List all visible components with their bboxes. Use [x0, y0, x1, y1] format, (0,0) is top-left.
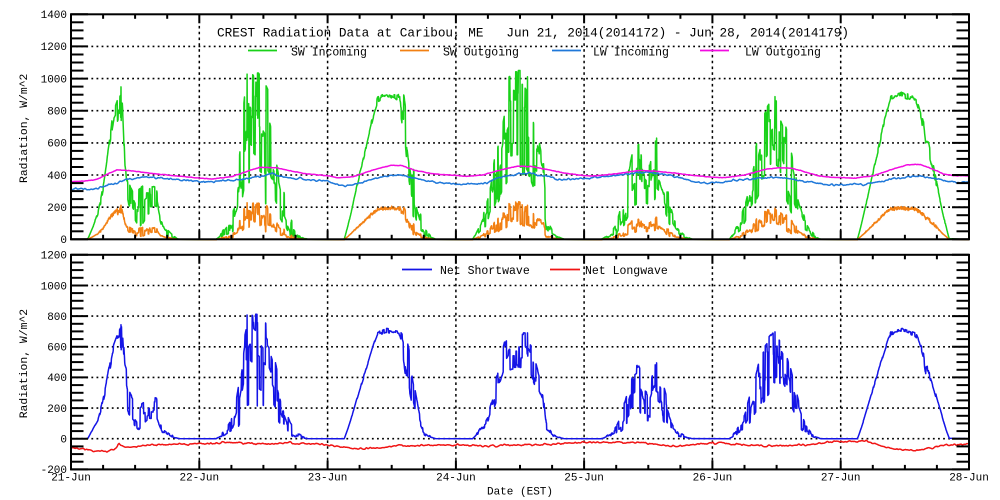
svg-text:Date (EST): Date (EST) — [487, 487, 553, 499]
svg-text:SW Incoming: SW Incoming — [291, 46, 367, 59]
svg-text:600: 600 — [47, 139, 67, 151]
svg-text:Net Longwave: Net Longwave — [585, 265, 668, 278]
svg-text:27-Jun: 27-Jun — [821, 472, 861, 484]
svg-text:800: 800 — [47, 312, 67, 324]
svg-text:24-Jun: 24-Jun — [436, 472, 476, 484]
svg-text:400: 400 — [47, 373, 67, 385]
svg-text:SW Outgoing: SW Outgoing — [443, 46, 519, 59]
svg-text:LW Outgoing: LW Outgoing — [745, 46, 821, 59]
svg-text:25-Jun: 25-Jun — [564, 472, 604, 484]
svg-text:28-Jun: 28-Jun — [949, 472, 989, 484]
svg-text:0: 0 — [60, 235, 67, 247]
svg-text:1000: 1000 — [41, 281, 67, 293]
svg-text:Net Shortwave: Net Shortwave — [440, 265, 530, 278]
svg-text:200: 200 — [47, 203, 67, 215]
svg-text:600: 600 — [47, 343, 67, 355]
svg-text:26-Jun: 26-Jun — [693, 472, 733, 484]
svg-text:21-Jun: 21-Jun — [51, 472, 91, 484]
svg-text:LW Incoming: LW Incoming — [593, 46, 669, 59]
svg-text:-200: -200 — [41, 465, 67, 477]
svg-text:200: 200 — [47, 404, 67, 416]
svg-text:1200: 1200 — [41, 42, 67, 54]
svg-text:800: 800 — [47, 107, 67, 119]
svg-text:Radiation, W/m^2: Radiation, W/m^2 — [19, 309, 31, 419]
svg-text:400: 400 — [47, 171, 67, 183]
svg-text:23-Jun: 23-Jun — [308, 472, 348, 484]
svg-text:0: 0 — [60, 435, 67, 447]
svg-text:Radiation, W/m^2: Radiation, W/m^2 — [19, 73, 31, 183]
svg-text:1000: 1000 — [41, 74, 67, 86]
svg-text:1200: 1200 — [41, 251, 67, 263]
svg-text:22-Jun: 22-Jun — [179, 472, 219, 484]
svg-text:CREST Radiation Data at Caribo: CREST Radiation Data at Caribou, ME Jun … — [217, 26, 849, 41]
svg-text:1400: 1400 — [41, 10, 67, 22]
